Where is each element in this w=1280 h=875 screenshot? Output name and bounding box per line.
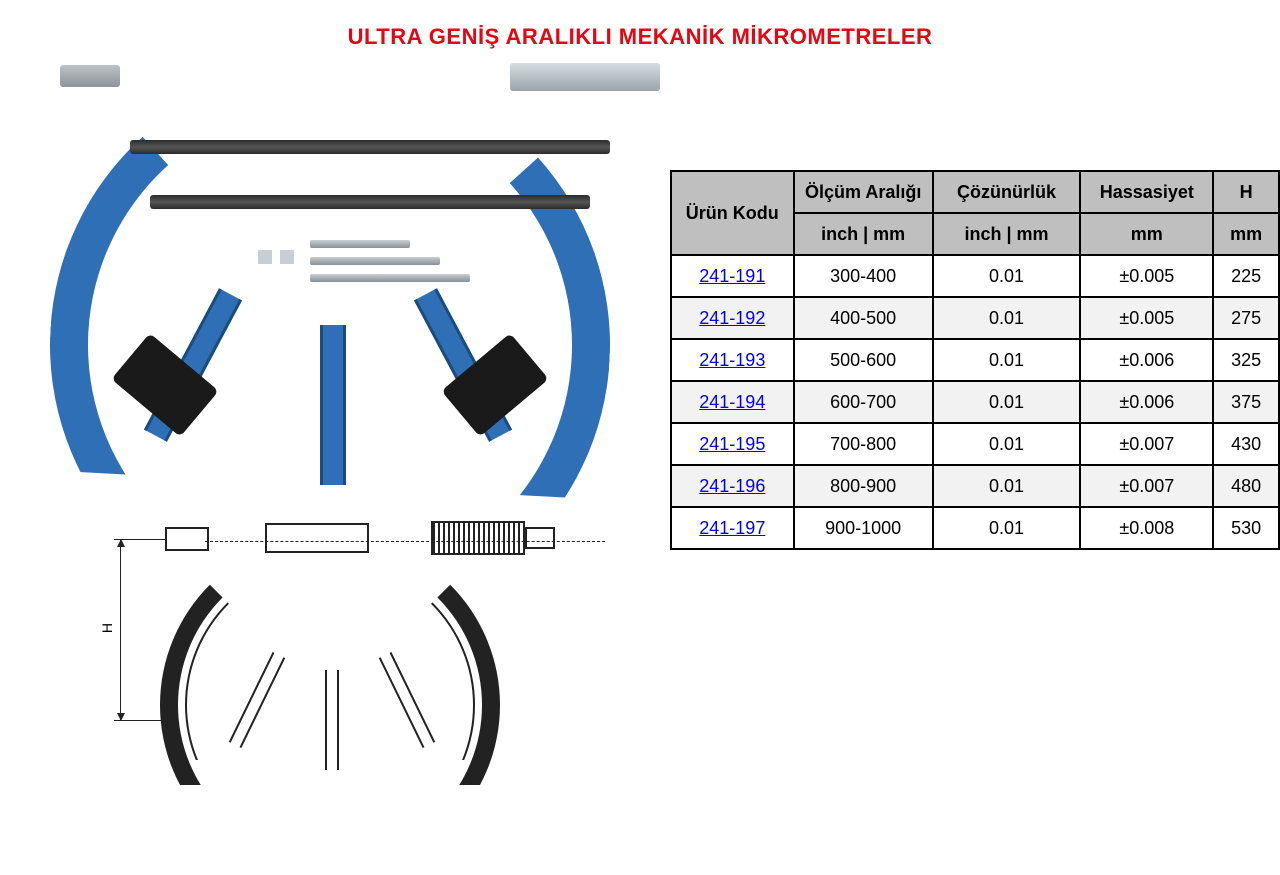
cell-range: 300-400 bbox=[794, 255, 933, 297]
table-row: 241-191 300-4000.01±0.005225 bbox=[671, 255, 1279, 297]
table-row: 241-194 600-7000.01±0.006375 bbox=[671, 381, 1279, 423]
cell-range: 900-1000 bbox=[794, 507, 933, 549]
th-accuracy-unit: mm bbox=[1080, 213, 1213, 255]
product-photo bbox=[10, 55, 670, 495]
cell-code: 241-194 bbox=[671, 381, 794, 423]
cell-accuracy: ±0.005 bbox=[1080, 255, 1213, 297]
cell-h: 225 bbox=[1213, 255, 1279, 297]
cell-code: 241-195 bbox=[671, 423, 794, 465]
product-code-link[interactable]: 241-197 bbox=[699, 518, 765, 538]
content-row: H Ürün Kodu Ölçüm Aralığı Çözünürlük bbox=[0, 50, 1280, 815]
cell-resolution: 0.01 bbox=[933, 381, 1081, 423]
table-row: 241-192 400-5000.01±0.005275 bbox=[671, 297, 1279, 339]
cell-resolution: 0.01 bbox=[933, 465, 1081, 507]
cell-resolution: 0.01 bbox=[933, 297, 1081, 339]
cell-code: 241-197 bbox=[671, 507, 794, 549]
cell-range: 800-900 bbox=[794, 465, 933, 507]
th-accuracy: Hassasiyet bbox=[1080, 171, 1213, 213]
cell-accuracy: ±0.007 bbox=[1080, 423, 1213, 465]
cell-code: 241-196 bbox=[671, 465, 794, 507]
cell-accuracy: ±0.008 bbox=[1080, 507, 1213, 549]
cell-range: 600-700 bbox=[794, 381, 933, 423]
cell-code: 241-193 bbox=[671, 339, 794, 381]
left-column: H bbox=[0, 50, 670, 815]
page-title: ULTRA GENİŞ ARALIKLI MEKANİK MİKROMETREL… bbox=[0, 0, 1280, 50]
product-code-link[interactable]: 241-196 bbox=[699, 476, 765, 496]
product-code-link[interactable]: 241-191 bbox=[699, 266, 765, 286]
spec-table: Ürün Kodu Ölçüm Aralığı Çözünürlük Hassa… bbox=[670, 170, 1280, 550]
spec-table-wrap: Ürün Kodu Ölçüm Aralığı Çözünürlük Hassa… bbox=[670, 170, 1280, 550]
cell-code: 241-192 bbox=[671, 297, 794, 339]
cell-resolution: 0.01 bbox=[933, 255, 1081, 297]
th-h: H bbox=[1213, 171, 1279, 213]
th-range: Ölçüm Aralığı bbox=[794, 171, 933, 213]
th-resolution-unit: inch | mm bbox=[933, 213, 1081, 255]
cell-h: 480 bbox=[1213, 465, 1279, 507]
th-h-unit: mm bbox=[1213, 213, 1279, 255]
cell-accuracy: ±0.006 bbox=[1080, 381, 1213, 423]
cell-h: 325 bbox=[1213, 339, 1279, 381]
product-code-link[interactable]: 241-195 bbox=[699, 434, 765, 454]
table-row: 241-193 500-6000.01±0.006325 bbox=[671, 339, 1279, 381]
th-resolution: Çözünürlük bbox=[933, 171, 1081, 213]
cell-h: 275 bbox=[1213, 297, 1279, 339]
cell-code: 241-191 bbox=[671, 255, 794, 297]
cell-accuracy: ±0.007 bbox=[1080, 465, 1213, 507]
cell-resolution: 0.01 bbox=[933, 423, 1081, 465]
th-range-unit: inch | mm bbox=[794, 213, 933, 255]
dimension-diagram: H bbox=[100, 515, 560, 815]
product-code-link[interactable]: 241-194 bbox=[699, 392, 765, 412]
table-row: 241-196 800-9000.01±0.007480 bbox=[671, 465, 1279, 507]
table-row: 241-195 700-8000.01±0.007430 bbox=[671, 423, 1279, 465]
dimension-h-label: H bbox=[99, 623, 115, 633]
cell-accuracy: ±0.005 bbox=[1080, 297, 1213, 339]
cell-h: 375 bbox=[1213, 381, 1279, 423]
cell-range: 700-800 bbox=[794, 423, 933, 465]
table-row: 241-197 900-10000.01±0.008530 bbox=[671, 507, 1279, 549]
cell-range: 500-600 bbox=[794, 339, 933, 381]
cell-resolution: 0.01 bbox=[933, 339, 1081, 381]
cell-h: 530 bbox=[1213, 507, 1279, 549]
cell-resolution: 0.01 bbox=[933, 507, 1081, 549]
product-code-link[interactable]: 241-192 bbox=[699, 308, 765, 328]
cell-accuracy: ±0.006 bbox=[1080, 339, 1213, 381]
th-product-code: Ürün Kodu bbox=[671, 171, 794, 255]
product-code-link[interactable]: 241-193 bbox=[699, 350, 765, 370]
cell-range: 400-500 bbox=[794, 297, 933, 339]
cell-h: 430 bbox=[1213, 423, 1279, 465]
